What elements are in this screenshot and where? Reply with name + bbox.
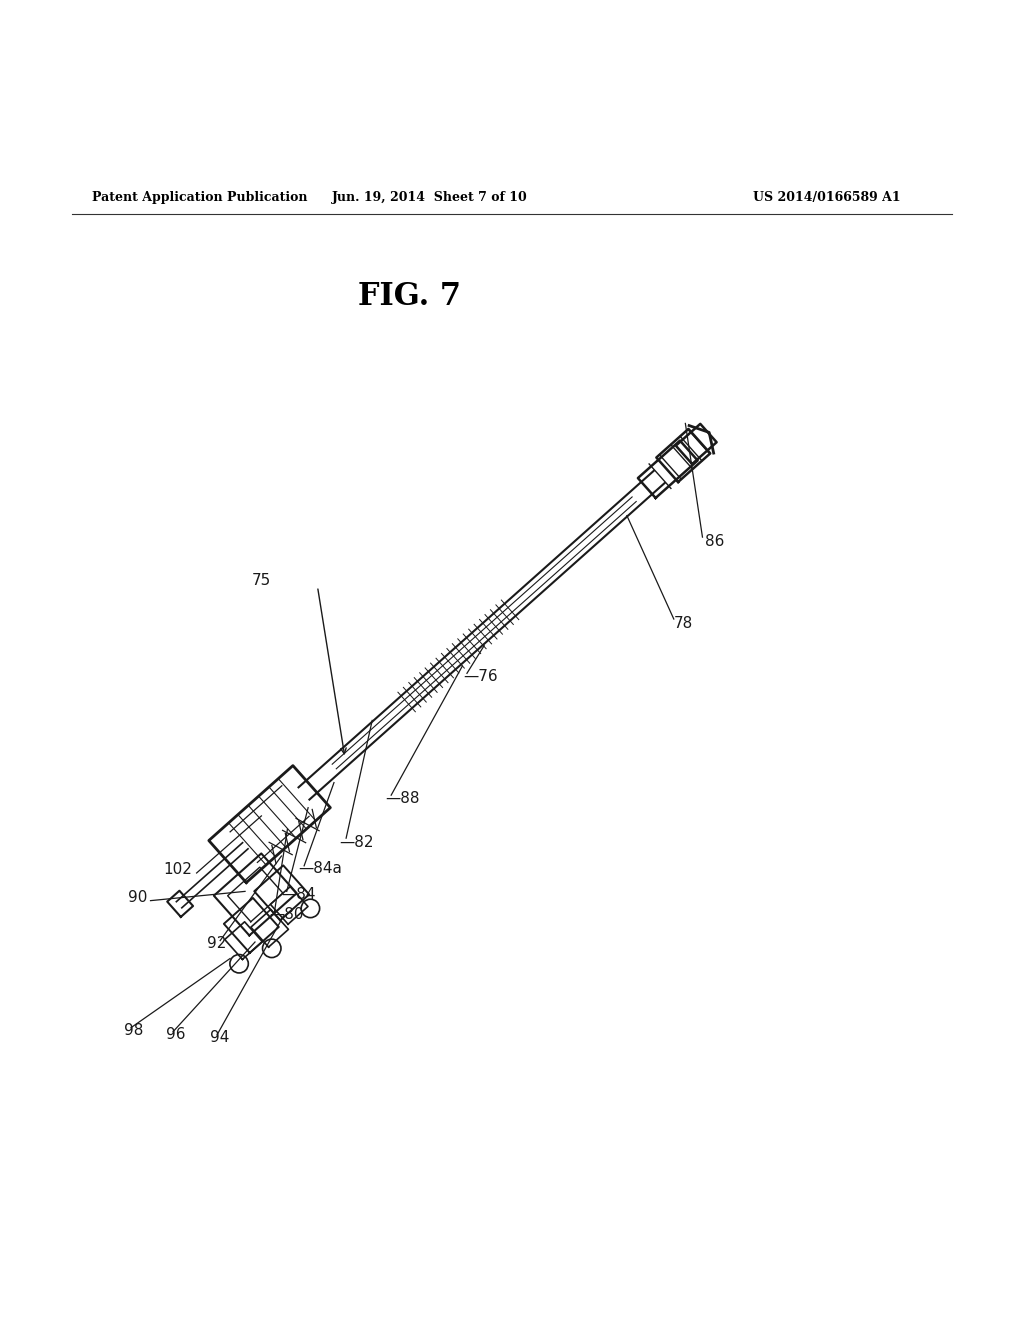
Text: 75: 75 <box>252 573 271 587</box>
Text: —76: —76 <box>463 669 498 684</box>
Text: Patent Application Publication: Patent Application Publication <box>92 191 307 205</box>
Text: —84: —84 <box>282 887 316 902</box>
Text: US 2014/0166589 A1: US 2014/0166589 A1 <box>754 191 901 205</box>
Text: 96: 96 <box>166 1027 186 1043</box>
Text: Jun. 19, 2014  Sheet 7 of 10: Jun. 19, 2014 Sheet 7 of 10 <box>332 191 528 205</box>
Text: 102: 102 <box>164 862 193 878</box>
Text: —88: —88 <box>385 791 420 805</box>
Text: —80: —80 <box>269 907 304 923</box>
Text: 94: 94 <box>211 1031 229 1045</box>
Text: 90: 90 <box>128 890 147 906</box>
Text: —84a: —84a <box>298 862 342 876</box>
Text: 78: 78 <box>674 615 693 631</box>
Text: 86: 86 <box>705 533 724 549</box>
Text: 98: 98 <box>125 1023 143 1039</box>
Text: FIG. 7: FIG. 7 <box>358 281 461 312</box>
Text: 92: 92 <box>208 936 226 952</box>
Text: —82: —82 <box>339 834 374 850</box>
